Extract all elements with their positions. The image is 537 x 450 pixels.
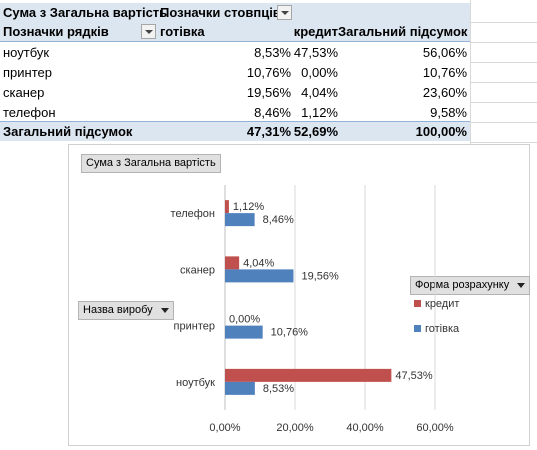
row-label: телефон — [3, 105, 56, 120]
row-labels-header[interactable]: Позначки рядків — [3, 24, 109, 39]
data-label-cash: 8,46% — [263, 214, 294, 226]
data-label-cash: 19,56% — [301, 270, 339, 282]
y-tick-label: сканер — [180, 264, 215, 276]
cell-total: 23,60% — [422, 85, 467, 100]
row-labels-filter-button[interactable] — [141, 24, 156, 39]
y-tick-label: ноутбук — [176, 377, 215, 389]
bar-credit — [225, 256, 240, 270]
axis-field-button[interactable]: Назва виробу — [78, 301, 174, 320]
cell-credit: 0,00% — [301, 65, 338, 80]
data-label-cash: 8,53% — [263, 383, 294, 395]
pivot-chart[interactable]: Сума з Загальна вартість Назва виробу Фо… — [68, 144, 531, 446]
cell-total: 56,06% — [422, 45, 467, 60]
data-label-credit: 0,00% — [229, 314, 260, 326]
row-label: ноутбук — [3, 45, 50, 60]
cell-total: 9,58% — [430, 105, 467, 120]
bar-cash — [225, 381, 255, 395]
data-label-cash: 10,76% — [271, 327, 309, 339]
legend-swatch — [414, 325, 421, 332]
legend-field-label: Форма розрахунку — [415, 279, 510, 291]
cell-cash: 19,56% — [246, 85, 291, 100]
column-header-cash[interactable]: готівка — [160, 24, 205, 39]
cell-credit: 4,04% — [301, 85, 338, 100]
x-tick-label: 20,00% — [276, 422, 314, 434]
data-label-credit: 4,04% — [243, 257, 274, 269]
x-tick-label: 60,00% — [416, 422, 454, 434]
bar-credit — [225, 368, 392, 382]
column-header-grand-total[interactable]: Загальний підсумок — [338, 24, 468, 39]
row-label: принтер — [3, 65, 52, 80]
grand-total-band — [0, 122, 470, 141]
grand-total-total: 100,00% — [415, 124, 467, 139]
legend-swatch — [414, 300, 421, 307]
value-field-label[interactable]: Сума з Загальна вартість — [3, 5, 168, 20]
column-labels-header[interactable]: Позначки стовпців — [160, 5, 281, 20]
x-tick-label: 0,00% — [209, 422, 240, 434]
x-tick-label: 40,00% — [346, 422, 384, 434]
grand-total-credit: 52,69% — [293, 124, 338, 139]
bar-credit — [225, 200, 229, 214]
row-label: сканер — [3, 85, 45, 100]
data-label-credit: 47,53% — [395, 370, 433, 382]
cell-total: 10,76% — [422, 65, 467, 80]
cell-credit: 1,12% — [301, 105, 338, 120]
column-header-credit[interactable]: кредит — [293, 24, 338, 39]
chevron-down-icon[interactable] — [517, 282, 526, 288]
cell-cash: 10,76% — [246, 65, 291, 80]
legend-entry: кредит — [425, 298, 459, 310]
bar-chart-plot: 0,00% 20,00% 40,00% 60,00% ноутбук 47,53% 8,53… — [171, 185, 460, 434]
axis-field-label: Назва виробу — [83, 304, 153, 316]
pivot-header-band — [0, 3, 470, 41]
bar-cash — [225, 325, 263, 339]
bar-cash — [225, 213, 255, 227]
legend-field-button[interactable]: Форма розрахунку — [410, 276, 531, 295]
legend-entry: готівка — [425, 323, 460, 335]
column-labels-filter-button[interactable] — [277, 5, 292, 20]
cell-cash: 8,53% — [254, 45, 291, 60]
value-field-button[interactable]: Сума з Загальна вартість — [81, 154, 221, 173]
cell-cash: 8,46% — [254, 105, 291, 120]
bar-cash — [225, 269, 294, 283]
cell-credit: 47,53% — [293, 45, 338, 60]
chevron-down-icon[interactable] — [160, 307, 169, 313]
grand-total-cash: 47,31% — [246, 124, 291, 139]
y-tick-label: телефон — [171, 208, 215, 220]
grand-total-label: Загальний підсумок — [3, 124, 133, 139]
y-tick-label: принтер — [174, 321, 215, 333]
data-label-credit: 1,12% — [233, 201, 264, 213]
